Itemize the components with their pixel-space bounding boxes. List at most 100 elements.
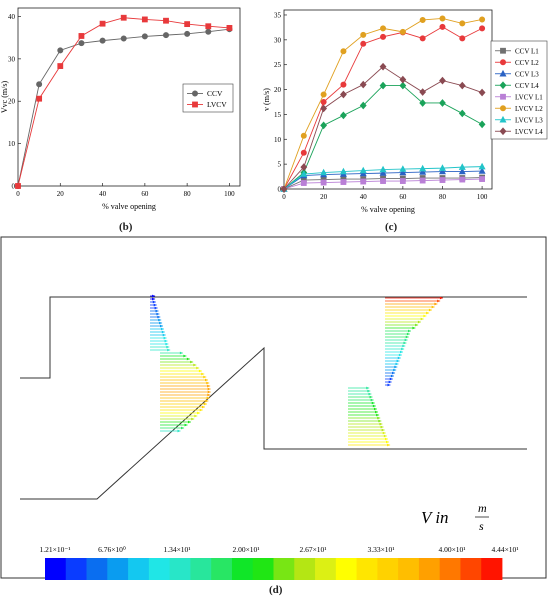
- data-point-ccv: [163, 32, 170, 39]
- series-line-lvcv-l2: [283, 17, 483, 190]
- vector-head: [392, 371, 396, 375]
- vector-head: [152, 300, 156, 304]
- vector-head: [439, 296, 443, 300]
- data-point-ccv-l4: [320, 121, 328, 130]
- legend-label: CCV L4: [515, 82, 539, 90]
- vector-head: [186, 357, 190, 361]
- vector-head: [179, 351, 183, 355]
- legend-item-lvcv-l1: LVCV L1: [495, 93, 543, 101]
- legend-swatch-marker: [499, 81, 507, 90]
- vector-head: [388, 380, 392, 384]
- vector-head: [415, 323, 419, 327]
- y-tick-label: 20: [8, 98, 16, 106]
- data-point-ccv-l4: [478, 120, 486, 129]
- x-tick-label: 60: [399, 193, 407, 201]
- data-point-ccv: [99, 37, 106, 44]
- legend: CCV L1 CCV L2 CCV L3 CCV L4 LVCV L1 LVCV L2 LV…: [490, 40, 548, 140]
- legend-swatch-marker: [192, 101, 198, 108]
- legend-swatch-marker: [500, 59, 507, 66]
- data-point-lvcv-l1: [300, 180, 307, 186]
- legend-item-lvcv-l2: LVCV L2: [495, 105, 543, 113]
- vector-head: [371, 401, 375, 405]
- vector-head: [191, 417, 195, 421]
- data-point-ccv-l4: [399, 81, 407, 90]
- vector-head: [184, 423, 188, 427]
- data-point-lvcv-l1: [340, 179, 347, 185]
- legend-swatch-marker: [500, 105, 507, 112]
- y-tick-label: 5: [278, 161, 282, 169]
- legend-label: LVCV: [207, 100, 227, 109]
- data-point-ccv: [57, 47, 64, 54]
- vector-head: [420, 317, 424, 321]
- x-tick-label: 40: [360, 193, 368, 201]
- data-point-lvcv-l2: [439, 15, 446, 22]
- profile-1-lower: [160, 351, 211, 433]
- vector-head: [196, 366, 200, 370]
- unit-numerator: m: [478, 501, 487, 515]
- colorbar-swatch: [252, 558, 274, 580]
- vector-head: [403, 341, 407, 345]
- colorbar-tick-label: 2.00×10¹: [232, 545, 259, 554]
- legend-item-lvcv: LVCV: [187, 100, 227, 109]
- vector-head: [387, 383, 391, 387]
- colorbar-tick-label: 2.67×10¹: [299, 545, 326, 554]
- data-point-lvcv: [57, 63, 64, 69]
- data-point-lvcv-l3: [339, 167, 347, 175]
- vector-head: [378, 419, 382, 423]
- legend-label: CCV L2: [515, 59, 539, 67]
- data-point-lvcv: [15, 183, 21, 189]
- vector-head: [190, 360, 194, 364]
- vector-head: [379, 422, 383, 426]
- pipe-geometry: [20, 296, 527, 500]
- colorbar-tick-label: 6.76×10⁰: [98, 545, 126, 554]
- series-lvcv-l4: [280, 62, 486, 193]
- data-point-ccv-l2: [380, 33, 387, 40]
- vector-head: [390, 374, 394, 378]
- vector-head: [160, 324, 163, 328]
- vector-head: [203, 402, 207, 406]
- y-tick-label: 30: [274, 36, 282, 44]
- vector-head: [201, 372, 205, 376]
- colorbar-swatch: [439, 558, 461, 580]
- data-point-ccv: [141, 33, 148, 40]
- data-point-ccv: [184, 30, 191, 37]
- y-axis-label: v (m/s): [262, 88, 271, 111]
- data-point-lvcv-l4: [280, 185, 288, 193]
- data-point-lvcv-l2: [399, 28, 406, 35]
- data-point-lvcv-l3: [399, 165, 407, 172]
- data-point-lvcv-l4: [300, 163, 308, 171]
- vector-head: [206, 396, 210, 400]
- legend-label: LVCV L3: [515, 116, 543, 124]
- legend-label: LVCV L4: [515, 128, 543, 136]
- data-point-ccv-l4: [419, 99, 427, 107]
- data-point-lvcv-l1: [479, 176, 485, 182]
- x-tick-label: 60: [141, 190, 149, 198]
- data-point-ccv-l2: [419, 35, 426, 42]
- data-point-lvcv-l1: [419, 177, 426, 184]
- x-tick-label: 40: [99, 190, 107, 198]
- vector-head: [194, 414, 198, 418]
- y-tick-label: 25: [274, 61, 282, 69]
- vector-head: [155, 309, 159, 313]
- vector-head: [207, 387, 211, 391]
- vector-head: [193, 363, 197, 367]
- colorbar-swatch: [460, 558, 482, 580]
- data-point-lvcv-l4: [379, 62, 387, 71]
- vector-head: [207, 390, 211, 394]
- data-point-lvcv-l4: [340, 90, 347, 99]
- vector-head: [437, 299, 441, 303]
- colorbar-tick-label: 1.21×10⁻¹: [39, 545, 70, 554]
- colorbar-swatch: [231, 558, 254, 580]
- profile-2-lower: [348, 386, 391, 447]
- colorbar-swatch: [294, 558, 316, 580]
- chart-b: 0 20 40 60 80 100 0 10 20 30 40 % valve opening Vvc …: [0, 7, 241, 211]
- colorbar-swatch: [211, 558, 233, 580]
- y-tick-label: 20: [274, 86, 282, 94]
- data-point-lvcv-l3: [478, 162, 486, 170]
- legend-label: CCV L3: [515, 70, 539, 78]
- velocity-field-panel: V in m s 1.21×10⁻¹ 6.76×10⁰ 1.34×10¹ 2.00×1…: [0, 236, 547, 580]
- vector-head: [205, 399, 209, 403]
- data-point-ccv: [120, 35, 127, 42]
- colorbar-tick-label: 1.34×10¹: [163, 545, 190, 554]
- legend-swatch-marker: [192, 90, 199, 97]
